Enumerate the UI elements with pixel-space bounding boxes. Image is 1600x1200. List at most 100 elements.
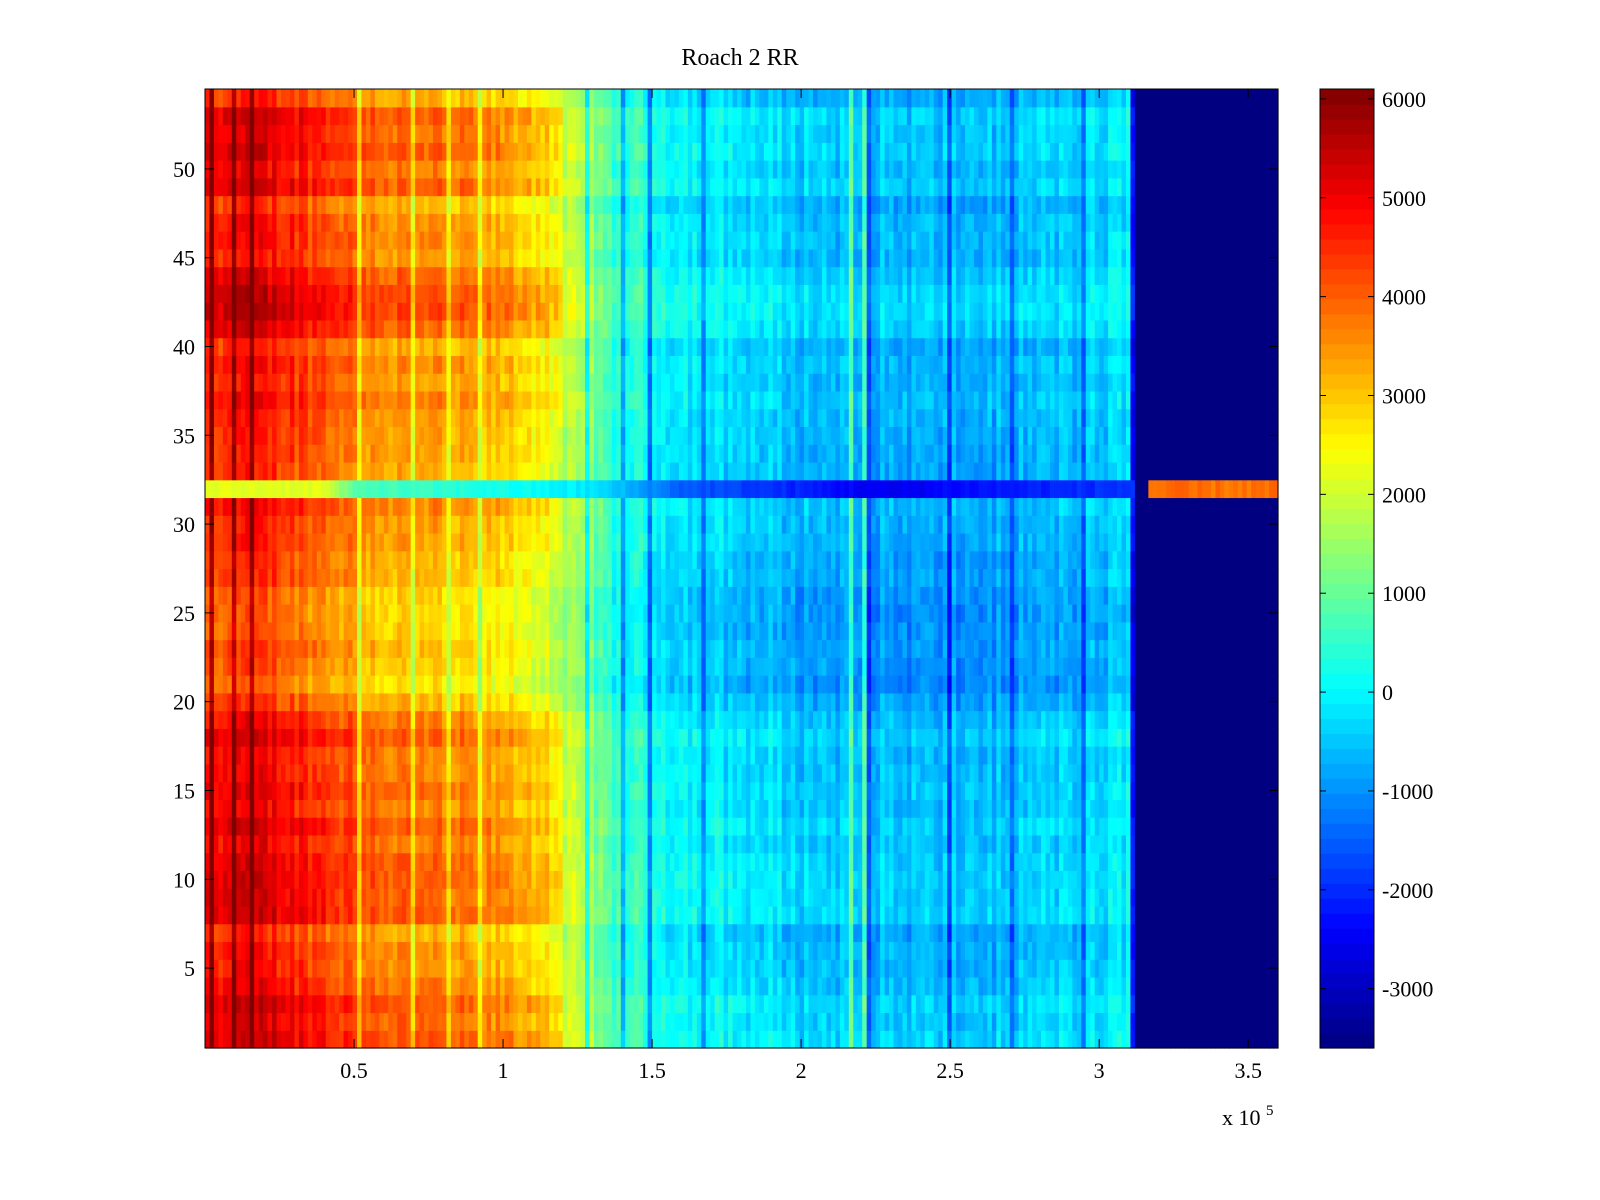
heatmap-cell <box>965 852 971 872</box>
heatmap-cell <box>947 692 953 712</box>
heatmap-cell <box>240 675 246 694</box>
heatmap-cell <box>875 781 881 800</box>
heatmap-cell <box>540 728 546 747</box>
heatmap-cell <box>227 870 233 889</box>
heatmap-cell <box>884 941 890 960</box>
heatmap-cell <box>374 728 380 747</box>
heatmap-cell <box>942 959 948 978</box>
heatmap-cell <box>1143 1030 1149 1049</box>
heatmap-cell <box>768 852 774 872</box>
heatmap-cell <box>996 675 1002 694</box>
heatmap-cell <box>236 941 242 960</box>
heatmap-cell <box>1202 976 1208 996</box>
heatmap-cell <box>1152 959 1158 978</box>
heatmap-cell <box>1000 799 1006 818</box>
heatmap-cell <box>1179 1030 1185 1049</box>
heatmap-cell <box>1049 959 1056 978</box>
heatmap-cell <box>710 976 716 996</box>
heatmap-cell <box>1143 994 1149 1014</box>
heatmap-cell <box>1067 817 1073 836</box>
heatmap-cell <box>674 905 680 925</box>
heatmap-cell <box>1224 923 1230 943</box>
heatmap-cell <box>848 1012 854 1031</box>
heatmap-cell <box>258 799 264 818</box>
heatmap-cell <box>826 763 832 783</box>
heatmap-cell <box>911 888 917 907</box>
heatmap-cell <box>893 728 899 747</box>
heatmap-cell <box>768 905 774 925</box>
heatmap-cell <box>1224 710 1230 729</box>
heatmap-cell <box>817 728 823 747</box>
heatmap-cell <box>889 905 895 925</box>
heatmap-cell <box>719 941 725 960</box>
heatmap-cell <box>625 763 631 783</box>
heatmap-cell <box>1152 905 1158 925</box>
heatmap-cell <box>486 675 492 694</box>
heatmap-cell <box>1090 1030 1096 1049</box>
heatmap-cell <box>316 781 322 800</box>
heatmap-cell <box>500 692 506 712</box>
heatmap-cell <box>374 870 380 889</box>
heatmap-cell <box>231 781 237 800</box>
heatmap-cell <box>334 1012 340 1031</box>
heatmap-cell <box>678 852 684 872</box>
heatmap-cell <box>763 923 769 943</box>
heatmap-cell <box>433 710 439 729</box>
heatmap-cell <box>862 763 868 783</box>
heatmap-cell <box>996 888 1002 907</box>
heatmap-cell <box>902 692 908 712</box>
heatmap-cell <box>804 941 810 960</box>
heatmap-cell <box>254 834 260 854</box>
heatmap-cell <box>1202 870 1208 889</box>
heatmap-cell <box>965 728 971 747</box>
heatmap-cell <box>611 710 617 729</box>
heatmap-cell <box>634 834 640 854</box>
heatmap-cell <box>701 852 707 872</box>
heatmap-cell <box>629 905 635 925</box>
heatmap-cell <box>589 923 595 943</box>
heatmap-cell <box>446 976 452 996</box>
heatmap-cell <box>1018 976 1024 996</box>
heatmap-cell <box>370 976 376 996</box>
heatmap-cell <box>929 994 935 1014</box>
heatmap-cell <box>880 870 886 889</box>
heatmap-cell <box>862 799 868 818</box>
heatmap-cell <box>714 817 720 836</box>
heatmap-cell <box>500 799 506 818</box>
heatmap-cell <box>267 1012 273 1031</box>
heatmap-cell <box>486 923 492 943</box>
heatmap-cell <box>643 870 649 889</box>
heatmap-cell <box>857 852 863 872</box>
heatmap-cell <box>1018 781 1024 800</box>
heatmap-cell <box>437 834 443 854</box>
heatmap-cell <box>1143 959 1149 978</box>
heatmap-cell <box>1202 941 1208 960</box>
heatmap-cell <box>1054 799 1060 818</box>
heatmap-cell <box>236 852 242 872</box>
heatmap-cell <box>795 852 801 872</box>
heatmap-cell <box>781 763 787 783</box>
heatmap-cell <box>1005 746 1011 765</box>
heatmap-cell <box>1027 1030 1033 1049</box>
heatmap-cell <box>549 994 555 1014</box>
heatmap-cell <box>893 870 899 889</box>
heatmap-cell <box>1076 1030 1082 1049</box>
heatmap-cell <box>929 1012 935 1031</box>
heatmap-cell <box>433 728 439 747</box>
heatmap-cell <box>388 781 394 800</box>
heatmap-cell <box>504 976 510 996</box>
heatmap-cell <box>267 905 273 925</box>
heatmap-cell <box>1193 870 1199 889</box>
heatmap-cell <box>808 781 814 800</box>
heatmap-cell <box>893 888 899 907</box>
heatmap-cell <box>558 959 564 978</box>
heatmap-cell <box>1161 728 1167 747</box>
heatmap-cell <box>696 692 702 712</box>
heatmap-cell <box>1260 1030 1266 1049</box>
heatmap-cell <box>1143 870 1149 889</box>
heatmap-cell <box>339 959 345 978</box>
heatmap-cell <box>205 976 211 996</box>
heatmap-cell <box>924 888 930 907</box>
heatmap-cell <box>1193 959 1199 978</box>
heatmap-cell <box>754 799 760 818</box>
